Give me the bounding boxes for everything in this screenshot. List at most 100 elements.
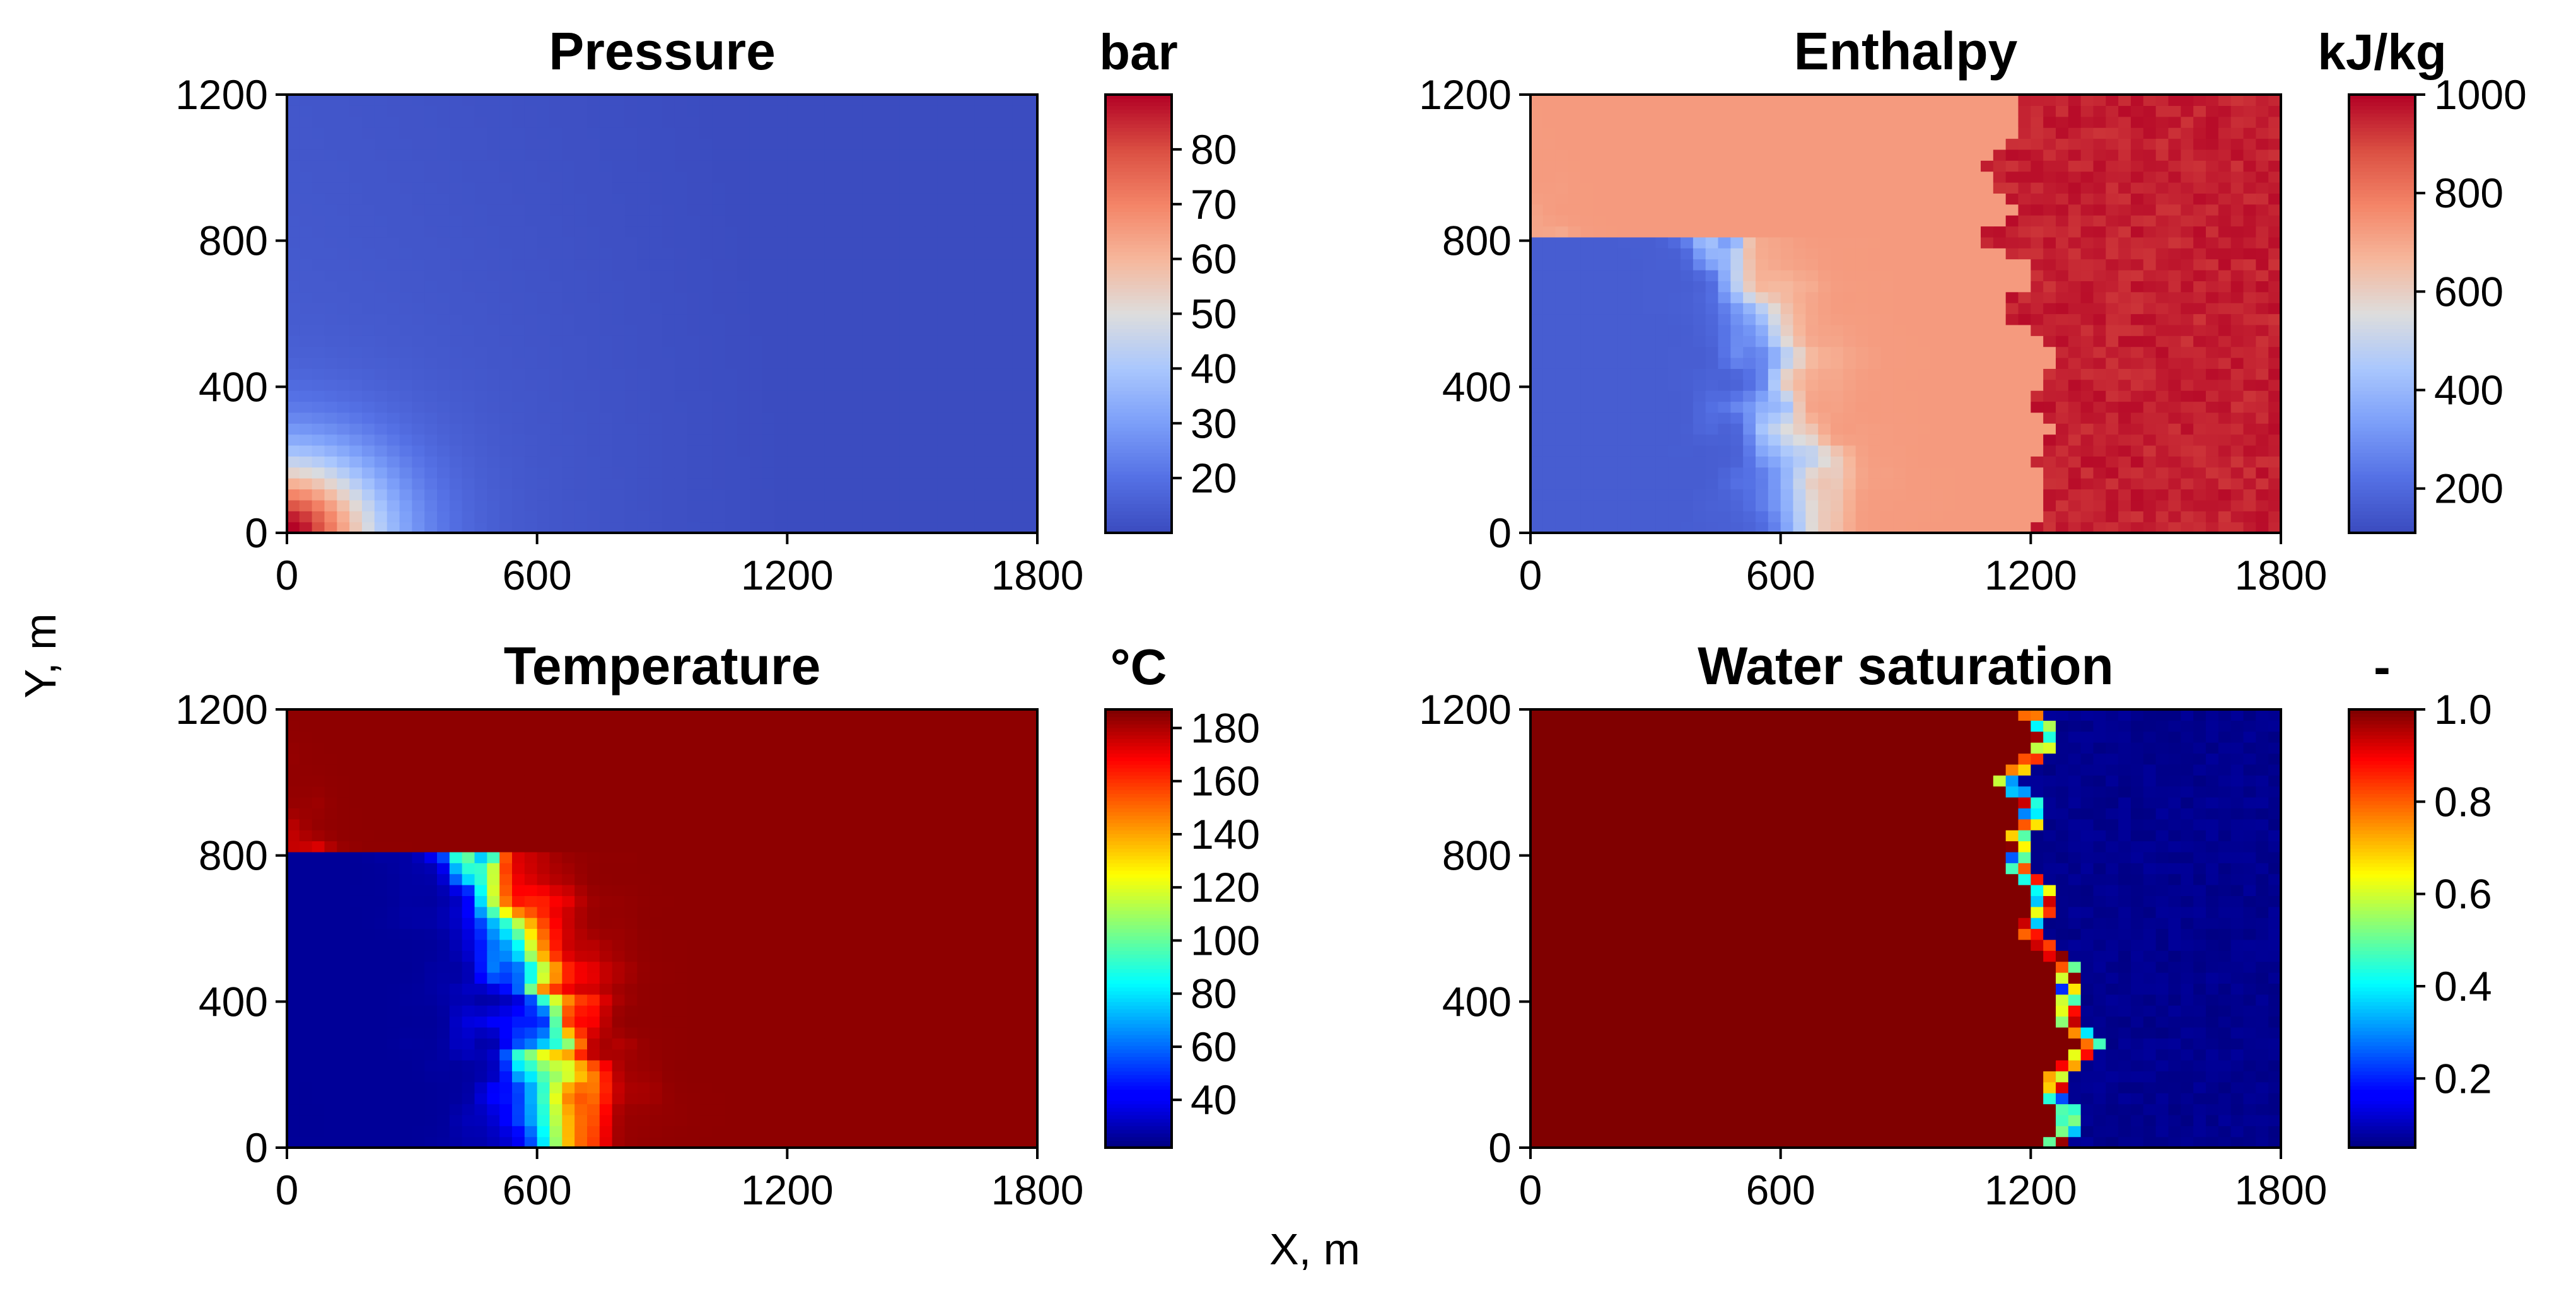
heatmap-cell bbox=[1955, 456, 1969, 468]
heatmap-cell bbox=[875, 358, 888, 369]
heatmap-cell bbox=[962, 226, 976, 238]
heatmap-cell bbox=[762, 236, 776, 248]
heatmap-cell bbox=[737, 281, 750, 293]
heatmap-cell bbox=[1693, 489, 1706, 501]
heatmap-cell bbox=[337, 281, 350, 293]
heatmap-cell bbox=[449, 456, 463, 468]
heatmap-cell bbox=[1555, 390, 1569, 402]
heatmap-cell bbox=[437, 105, 450, 117]
heatmap-cell bbox=[712, 160, 725, 172]
heatmap-cell bbox=[950, 368, 963, 380]
heatmap-cell bbox=[1843, 456, 1856, 468]
heatmap-cell bbox=[1606, 478, 1619, 490]
heatmap-cell bbox=[1768, 324, 1781, 336]
heatmap-cell bbox=[1831, 193, 1844, 205]
heatmap-cell bbox=[2168, 236, 2181, 248]
heatmap-cell bbox=[1555, 291, 1569, 303]
heatmap-cell bbox=[812, 226, 825, 238]
heatmap-cell bbox=[374, 335, 388, 347]
heatmap-cell bbox=[1012, 412, 1025, 424]
heatmap-cell bbox=[687, 95, 701, 106]
heatmap-cell bbox=[1780, 149, 1794, 161]
heatmap-cell bbox=[2155, 467, 2169, 479]
heatmap-cell bbox=[1855, 456, 1869, 468]
heatmap-cell bbox=[862, 303, 875, 315]
heatmap-cell bbox=[2168, 379, 2181, 391]
heatmap-cell bbox=[1593, 204, 1606, 216]
heatmap-cell bbox=[749, 467, 763, 479]
heatmap-cell bbox=[849, 127, 863, 139]
heatmap-cell bbox=[2230, 303, 2244, 315]
heatmap-cell bbox=[2106, 511, 2119, 523]
heatmap-cell bbox=[337, 390, 350, 402]
heatmap-cell bbox=[887, 193, 900, 205]
heatmap-cell bbox=[862, 281, 875, 293]
heatmap-cell bbox=[1693, 412, 1706, 424]
heatmap-cell bbox=[337, 324, 350, 336]
heatmap-cell bbox=[2031, 127, 2044, 139]
heatmap-cell bbox=[662, 303, 675, 315]
heatmap-cell bbox=[1668, 193, 1681, 205]
heatmap-cell bbox=[337, 445, 350, 457]
heatmap-cell bbox=[1818, 313, 1831, 325]
heatmap-cell bbox=[1768, 412, 1781, 424]
heatmap-cell bbox=[1943, 412, 1956, 424]
heatmap-cell bbox=[1955, 127, 1969, 139]
heatmap-cell bbox=[537, 270, 551, 281]
heatmap-cell bbox=[549, 511, 562, 523]
colorbar-tick-label: 70 bbox=[1191, 181, 1237, 228]
heatmap-cell bbox=[762, 346, 776, 358]
heatmap-cell bbox=[699, 215, 713, 227]
heatmap-cell bbox=[349, 521, 363, 533]
heatmap-cell bbox=[712, 335, 725, 347]
heatmap-cell bbox=[512, 236, 525, 248]
heatmap-cell bbox=[2143, 358, 2157, 369]
heatmap-cell bbox=[1831, 379, 1844, 391]
heatmap-cell bbox=[462, 434, 475, 446]
heatmap-cell bbox=[487, 456, 500, 468]
heatmap-cell bbox=[1855, 236, 1869, 248]
heatmap-cell bbox=[412, 116, 425, 128]
heatmap-cell bbox=[2168, 215, 2181, 227]
heatmap-cell bbox=[624, 226, 638, 238]
heatmap-cell bbox=[287, 358, 300, 369]
heatmap-cell bbox=[1530, 105, 1544, 117]
heatmap-cell bbox=[2243, 105, 2256, 117]
heatmap-cell bbox=[424, 467, 438, 479]
heatmap-cell bbox=[2155, 313, 2169, 325]
heatmap-cell bbox=[2080, 193, 2094, 205]
heatmap-cell bbox=[1568, 105, 1581, 117]
heatmap-cell bbox=[437, 434, 450, 446]
heatmap-cell bbox=[812, 171, 825, 183]
heatmap-cell bbox=[499, 445, 513, 457]
heatmap-cell bbox=[412, 489, 425, 501]
heatmap-cell bbox=[712, 270, 725, 281]
heatmap-cell bbox=[1743, 423, 1756, 435]
heatmap-cell bbox=[2243, 478, 2256, 490]
heatmap-cell bbox=[437, 445, 450, 457]
heatmap-cell bbox=[837, 226, 851, 238]
heatmap-cell bbox=[349, 270, 363, 281]
heatmap-cell bbox=[1580, 95, 1594, 106]
heatmap-cell bbox=[1630, 358, 1644, 369]
heatmap-cell bbox=[962, 401, 976, 413]
heatmap-cell bbox=[1617, 412, 1631, 424]
heatmap-cell bbox=[800, 149, 813, 161]
heatmap-cell bbox=[1906, 412, 1919, 424]
heatmap-cell bbox=[2168, 204, 2181, 216]
heatmap-cell bbox=[299, 182, 313, 194]
heatmap-cell bbox=[1955, 149, 1969, 161]
heatmap-cell bbox=[1993, 193, 2007, 205]
heatmap-cell bbox=[1668, 291, 1681, 303]
heatmap-cell bbox=[2193, 127, 2206, 139]
heatmap-cell bbox=[1568, 226, 1581, 238]
heatmap-cell bbox=[1818, 379, 1831, 391]
heatmap-cell bbox=[1843, 467, 1856, 479]
heatmap-cell bbox=[612, 182, 626, 194]
colorbar-segment bbox=[1105, 175, 1172, 180]
colorbar-segment bbox=[1105, 109, 1172, 114]
heatmap-cell bbox=[524, 105, 538, 117]
heatmap-cell bbox=[1756, 499, 1769, 511]
heatmap-cell bbox=[1993, 401, 2007, 413]
heatmap-cell bbox=[725, 511, 738, 523]
